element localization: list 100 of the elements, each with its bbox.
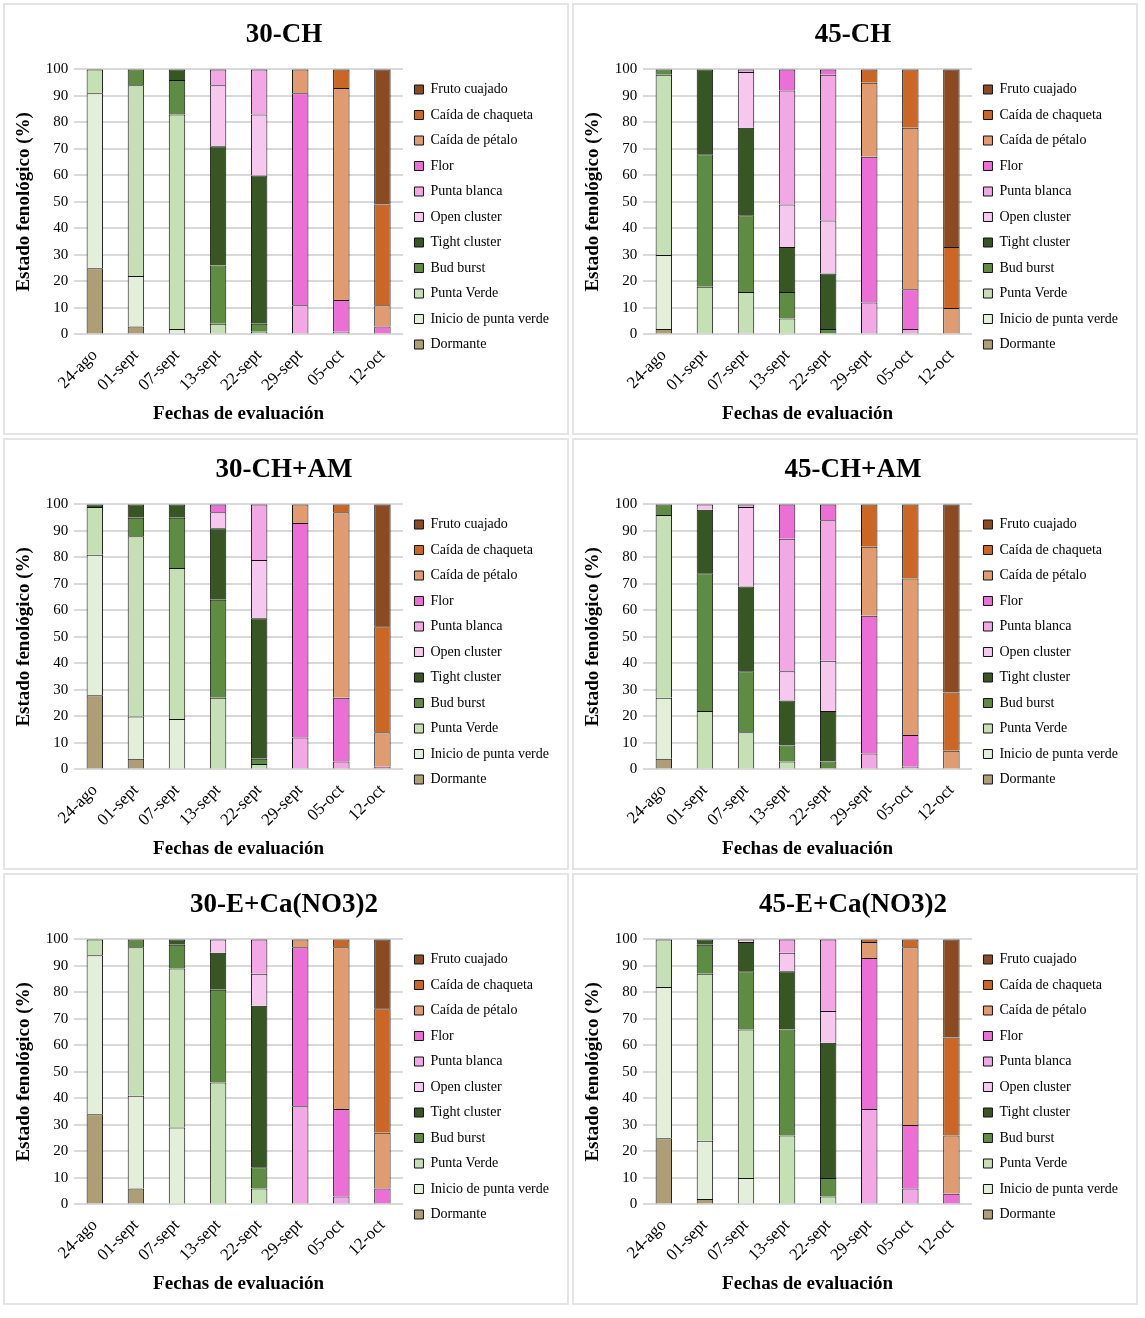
legend-label: Punta Verde: [430, 1155, 499, 1171]
y-tick-label: 20: [53, 707, 69, 724]
legend-label: Inicio de punta verde: [430, 310, 549, 326]
y-tick-label: 30: [53, 245, 69, 262]
legend-label: Punta Verde: [999, 1155, 1068, 1171]
y-tick-label: 30: [622, 680, 638, 697]
y-tick-label: 100: [45, 495, 69, 512]
y-tick-label: 60: [622, 1036, 638, 1053]
legend-label: Caída de pétalo: [430, 567, 518, 583]
y-tick-label: 10: [53, 1168, 69, 1185]
y-tick-label: 40: [622, 654, 638, 671]
y-tick-label: 0: [629, 325, 638, 342]
legend-label: Flor: [430, 592, 455, 608]
y-axis-title: Estado fenológico (%): [12, 112, 35, 292]
legend-label: Caída de pétalo: [430, 1002, 518, 1018]
y-tick-label: 30: [622, 1115, 638, 1132]
y-tick-label: 90: [53, 956, 69, 973]
y-tick-label: 40: [622, 219, 638, 236]
legend-label: Tight cluster: [999, 234, 1071, 250]
y-axis-title: Estado fenológico (%): [581, 547, 604, 727]
y-tick-label: 0: [60, 325, 69, 342]
chart-title: 45-E+Ca(NO3)2: [759, 888, 947, 919]
legend-label: Dormante: [999, 336, 1056, 352]
legend-label: Bud burst: [999, 259, 1055, 275]
y-axis-title: Estado fenológico (%): [581, 982, 604, 1162]
y-tick-label: 80: [622, 983, 638, 1000]
y-tick-label: 10: [53, 298, 69, 315]
legend-label: Fruto cuajado: [430, 951, 508, 967]
y-tick-label: 10: [53, 733, 69, 750]
legend-label: Inicio de punta verde: [430, 1180, 549, 1196]
y-tick-label: 100: [614, 930, 638, 947]
legend-label: Inicio de punta verde: [999, 1180, 1118, 1196]
y-tick-label: 100: [45, 60, 69, 77]
legend-label: Dormante: [999, 1206, 1056, 1222]
x-axis-title: Fechas de evaluación: [722, 836, 894, 858]
y-tick-label: 100: [45, 930, 69, 947]
legend-label: Fruto cuajado: [430, 516, 508, 532]
legend-label: Punta Verde: [430, 285, 499, 301]
y-tick-label: 70: [622, 139, 638, 156]
y-tick-label: 80: [53, 983, 69, 1000]
legend-label: Punta blanca: [999, 183, 1073, 199]
legend-label: Bud burst: [999, 694, 1055, 710]
legend-label: Fruto cuajado: [430, 81, 508, 97]
legend-label: Flor: [999, 1027, 1024, 1043]
chart-title: 30-CH: [245, 18, 323, 49]
legend-label: Tight cluster: [430, 669, 502, 685]
chart-title: 30-E+Ca(NO3)2: [190, 888, 378, 919]
legend-label: Bud burst: [430, 694, 486, 710]
legend-label: Punta Verde: [430, 720, 499, 736]
legend-label: Flor: [430, 157, 455, 173]
legend-label: Tight cluster: [430, 234, 502, 250]
y-tick-label: 90: [622, 86, 638, 103]
legend-label: Punta blanca: [430, 1053, 504, 1069]
chart-title: 30-CH+AM: [215, 453, 353, 484]
legend-label: Tight cluster: [430, 1104, 502, 1120]
y-tick-label: 0: [629, 760, 638, 777]
y-tick-label: 80: [622, 113, 638, 130]
x-axis-title: Fechas de evaluación: [722, 401, 894, 423]
y-tick-label: 90: [622, 956, 638, 973]
legend-label: Caída de pétalo: [430, 132, 518, 148]
legend-label: Bud burst: [999, 1129, 1055, 1145]
legend-label: Flor: [999, 592, 1024, 608]
y-tick-label: 50: [53, 1062, 69, 1079]
y-tick-label: 80: [53, 113, 69, 130]
y-tick-label: 20: [622, 707, 638, 724]
legend-label: Open cluster: [999, 643, 1071, 659]
y-tick-label: 0: [60, 760, 69, 777]
y-tick-label: 60: [53, 166, 69, 183]
legend-label: Punta Verde: [999, 720, 1068, 736]
legend-label: Inicio de punta verde: [999, 310, 1118, 326]
legend-label: Punta blanca: [430, 618, 504, 634]
y-tick-label: 20: [53, 1142, 69, 1159]
y-tick-label: 40: [622, 1089, 638, 1106]
y-tick-label: 50: [53, 192, 69, 209]
y-tick-label: 100: [614, 60, 638, 77]
y-tick-label: 70: [53, 574, 69, 591]
legend-label: Dormante: [430, 1206, 487, 1222]
y-tick-label: 50: [53, 627, 69, 644]
legend-label: Dormante: [430, 771, 487, 787]
y-tick-label: 20: [53, 272, 69, 289]
y-tick-label: 30: [622, 245, 638, 262]
legend-label: Open cluster: [999, 208, 1071, 224]
y-axis-title: Estado fenológico (%): [12, 982, 35, 1162]
y-axis-title: Estado fenológico (%): [12, 547, 35, 727]
y-tick-label: 40: [53, 654, 69, 671]
legend-label: Fruto cuajado: [999, 516, 1077, 532]
legend-label: Caída de pétalo: [999, 132, 1087, 148]
legend-label: Punta blanca: [999, 618, 1073, 634]
y-tick-label: 50: [622, 192, 638, 209]
legend-label: Open cluster: [430, 1078, 502, 1094]
chart-title: 45-CH+AM: [784, 453, 922, 484]
y-tick-label: 20: [622, 1142, 638, 1159]
legend-label: Inicio de punta verde: [999, 745, 1118, 761]
legend-label: Caída de pétalo: [999, 1002, 1087, 1018]
y-tick-label: 80: [622, 548, 638, 565]
y-tick-label: 70: [622, 1009, 638, 1026]
y-tick-label: 60: [53, 1036, 69, 1053]
x-axis-title: Fechas de evaluación: [153, 401, 325, 423]
legend-label: Inicio de punta verde: [430, 745, 549, 761]
legend-label: Open cluster: [999, 1078, 1071, 1094]
